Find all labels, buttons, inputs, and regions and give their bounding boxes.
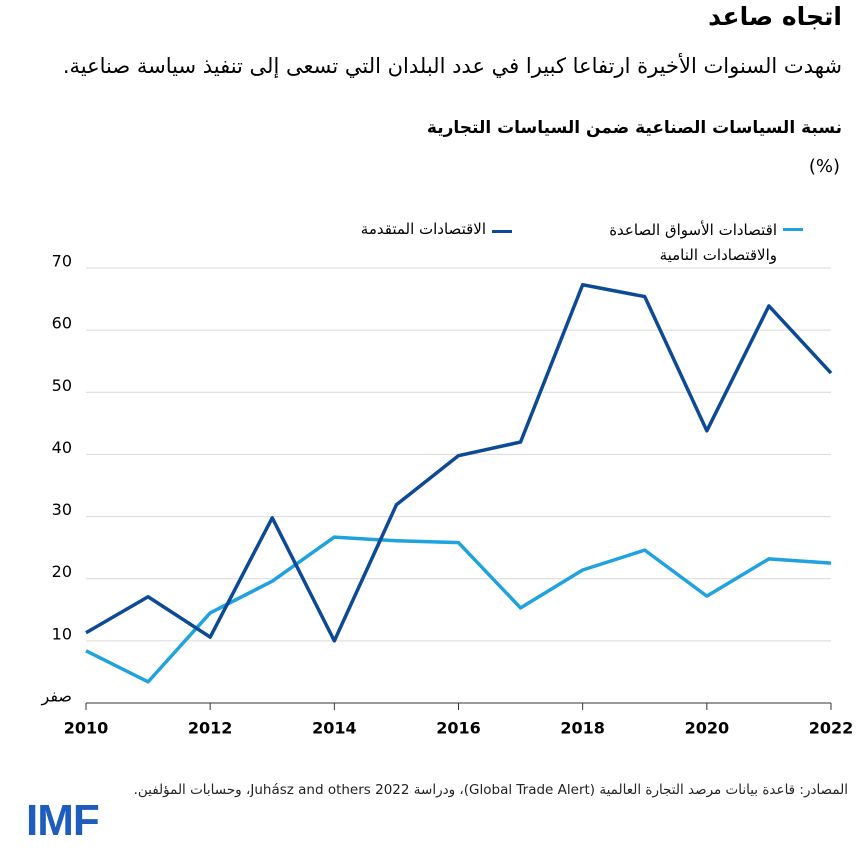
y-tick-label: 70 (52, 252, 72, 271)
x-tick-label: 2022 (809, 719, 854, 738)
unit: (%) (808, 156, 840, 177)
x-tick-label: 2016 (436, 719, 481, 738)
y-tick-label: 50 (52, 376, 72, 395)
x-tick-label: 2020 (685, 719, 730, 738)
legend-item: الاقتصادات المتقدمة (361, 220, 512, 238)
y-tick-label: صفر (40, 687, 72, 707)
axis-title: نسبة السياسات الصناعية ضمن السياسات التج… (426, 118, 842, 138)
y-tick-label: 10 (52, 624, 72, 643)
y-tick-label: 60 (52, 314, 72, 333)
legend-swatch (783, 228, 803, 231)
legend-swatch (492, 230, 512, 233)
x-tick-label: 2010 (64, 719, 109, 738)
x-tick-label: 2012 (188, 719, 233, 738)
y-tick-label: 20 (52, 562, 72, 581)
legend-label: الاقتصادات المتقدمة (360, 220, 486, 238)
x-tick-label: 2018 (560, 719, 605, 738)
y-tick-label: 40 (52, 438, 72, 457)
line (85, 535, 832, 684)
legend-item: اقتصادات الأسواق الصاعدة والاقتصادات الن… (583, 218, 803, 268)
subtitle: شهدت السنوات الأخيرة ارتفاعا كبيرا في عد… (62, 54, 842, 78)
line (85, 283, 833, 643)
x-tick-label: 2014 (312, 719, 357, 738)
legend-label: اقتصادات الأسواق الصاعدة والاقتصادات الن… (609, 221, 777, 264)
logo: IMF (26, 796, 100, 845)
title: اتجاه صاعد (708, 2, 842, 31)
source: المصادر: قاعدة بيانات مرصد التجارة العال… (133, 782, 848, 798)
y-tick-label: 30 (52, 500, 72, 519)
